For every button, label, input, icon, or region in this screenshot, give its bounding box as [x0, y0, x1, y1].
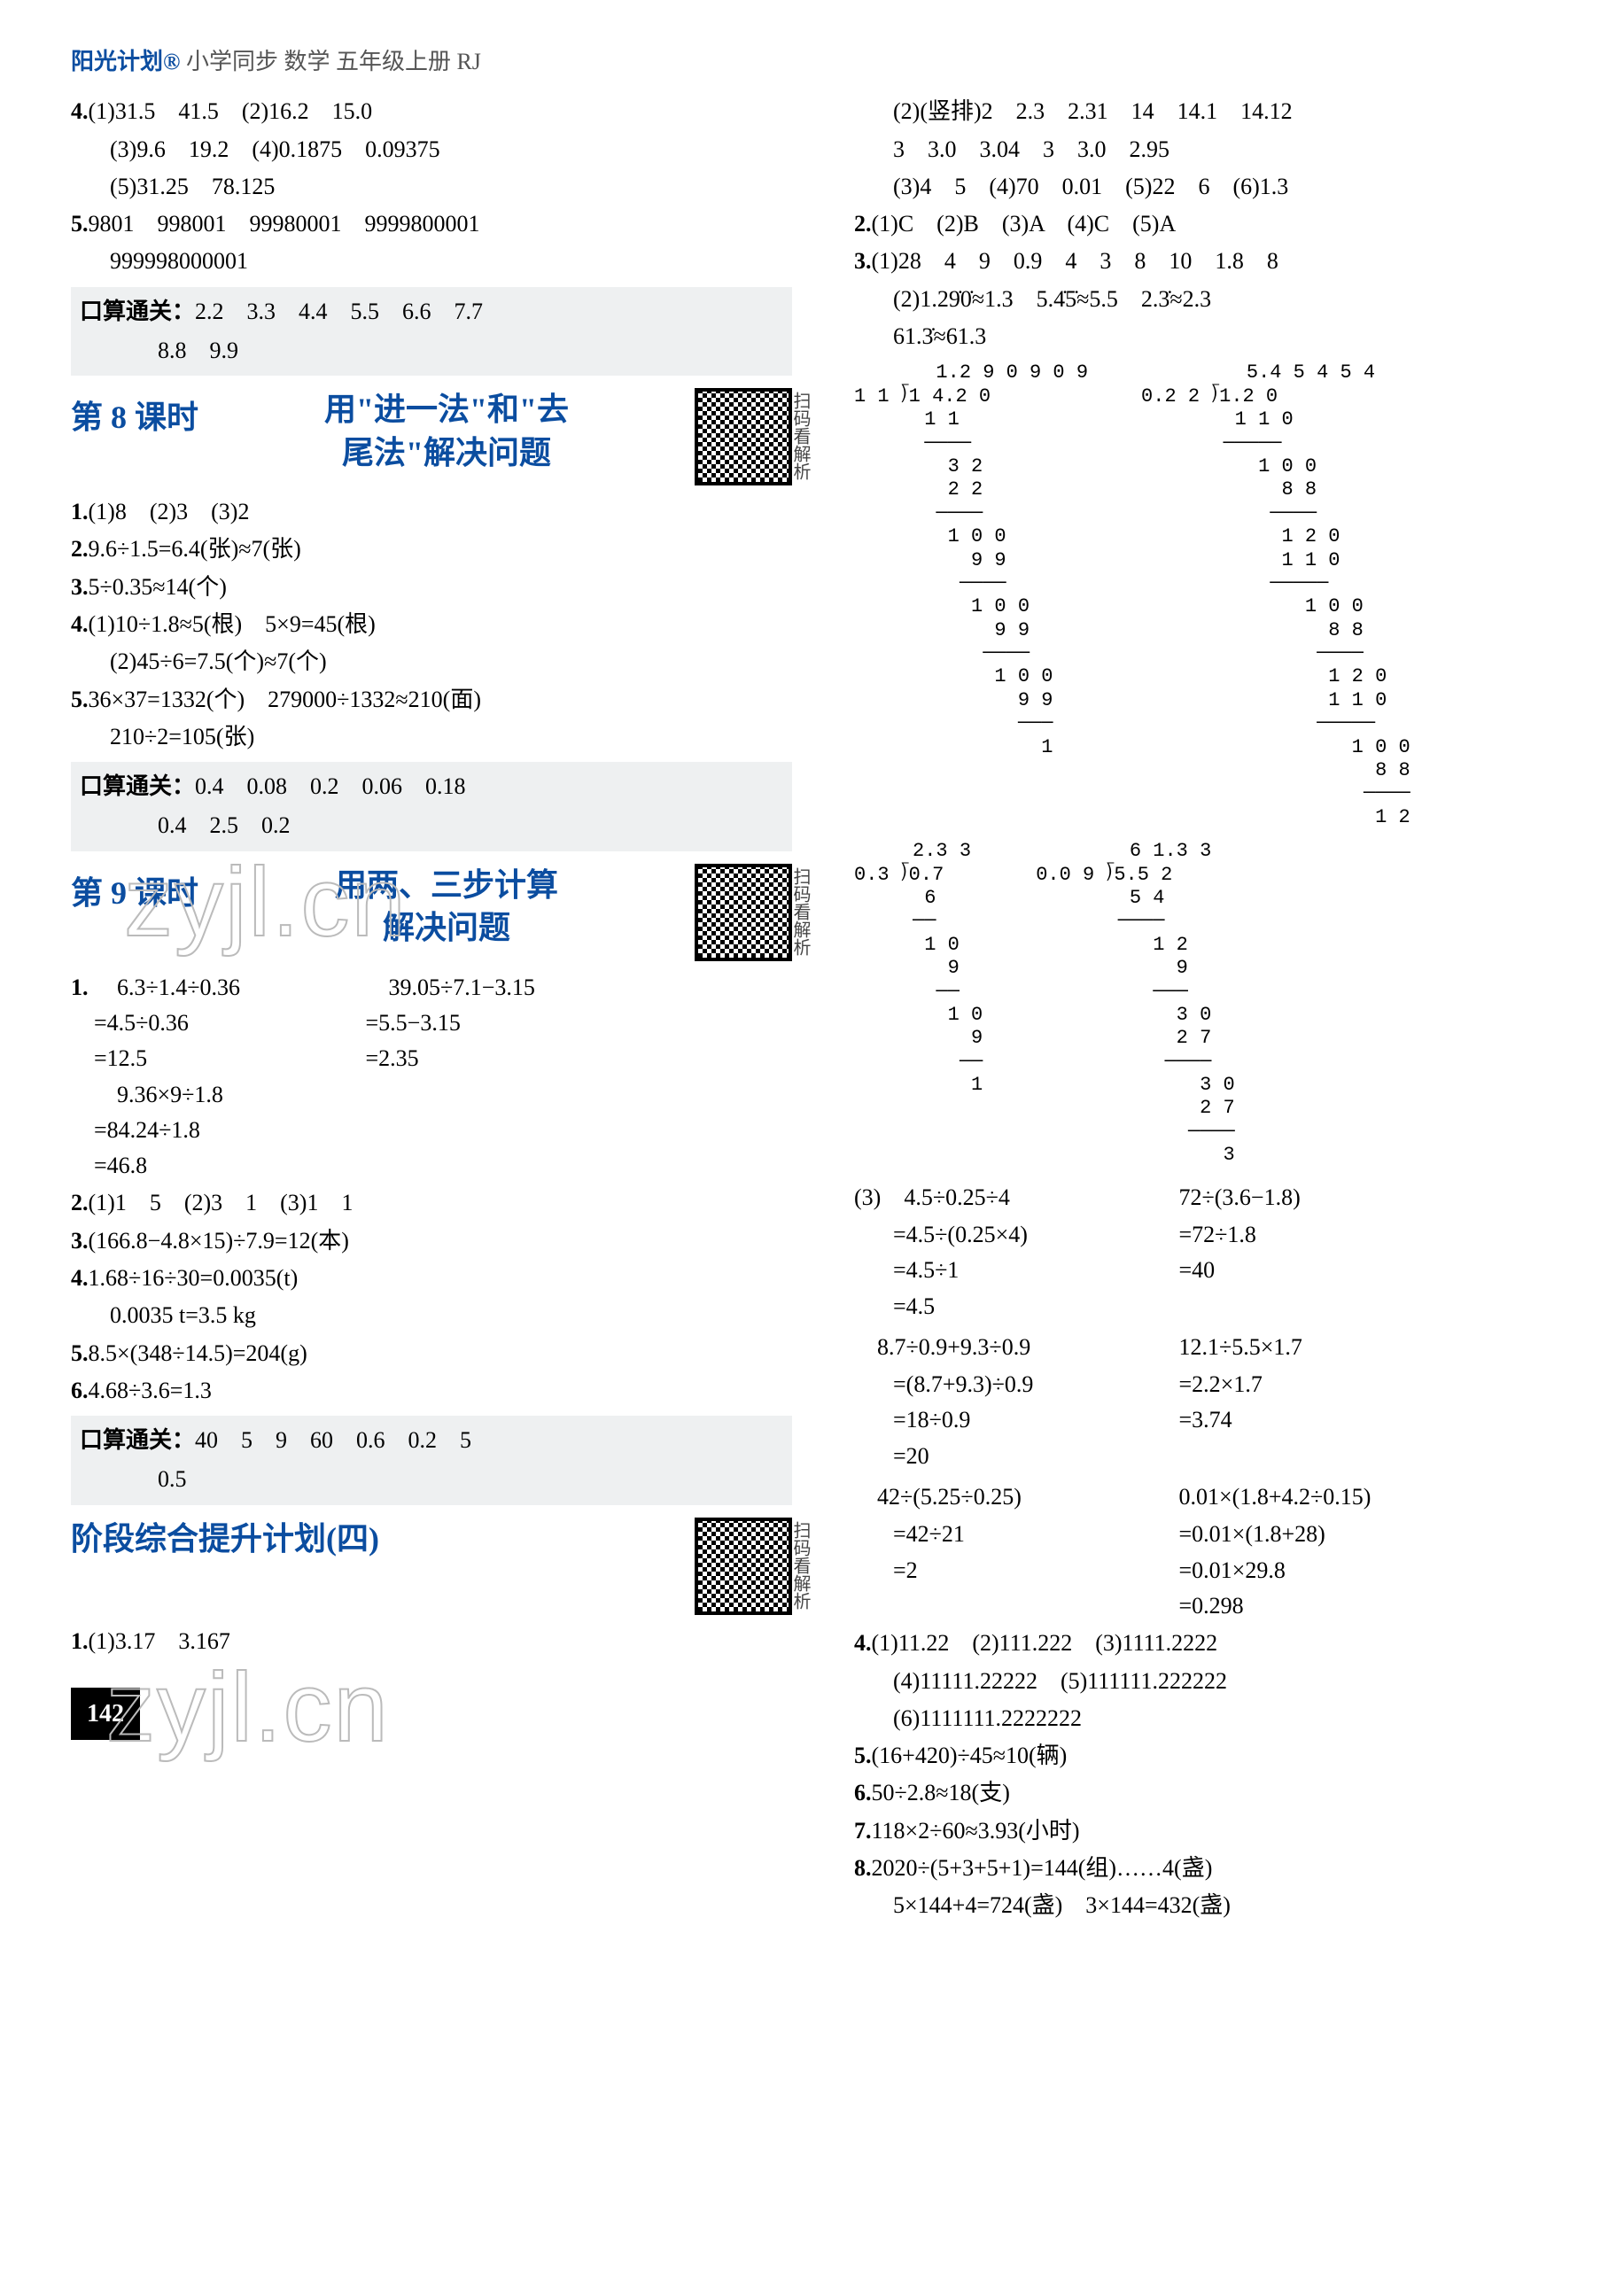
- box2-l2: 0.4 2.5 0.2: [80, 806, 783, 845]
- qr-code-icon[interactable]: [695, 388, 792, 485]
- r3: (3)4 5 (4)70 0.01 (5)22 6 (6)1.3: [854, 169, 1575, 205]
- p3-b: =72÷1.8=40: [1179, 1217, 1256, 1289]
- s8-5-l2: 210÷2=105(张): [71, 719, 792, 755]
- q5-line2: 999998000001: [71, 244, 792, 279]
- s8-4-l1: 4.(1)10÷1.8≈5(根) 5×9=45(根): [71, 607, 792, 642]
- r2: 3 3.0 3.04 3 3.0 2.95: [854, 132, 1575, 167]
- q4-line1: 4.(1)31.5 41.5 (2)16.2 15.0: [71, 94, 792, 129]
- s9-4-l1: 4.1.68÷16÷30=0.0035(t): [71, 1261, 792, 1296]
- rq8-l2: 5×144+4=724(盏) 3×144=432(盏): [854, 1888, 1575, 1923]
- box2-label: 口算通关：: [80, 773, 195, 799]
- s9-4-l2: 0.0035 t=3.5 kg: [71, 1298, 792, 1333]
- page-number: 142: [71, 1688, 140, 1740]
- p3-f: =0.01×(1.8+28)=0.01×29.8=0.298: [1179, 1517, 1325, 1624]
- s9-1-col1: 6.3÷1.4÷0.36=4.5÷0.36=12.5 9.36×9÷1.8=84…: [94, 970, 360, 1184]
- box3-l2: 0.5: [80, 1460, 783, 1499]
- page-header: 阳光计划® 小学同步 数学 五年级上册 RJ: [71, 44, 1575, 80]
- q5-line1: 5.9801 998001 99980001 9999800001: [71, 206, 792, 242]
- q4-line2: (3)9.6 19.2 (4)0.1875 0.09375: [71, 132, 792, 167]
- long-division-row-2: 2.3 3 0.3 ⟌0.7 6 ── 1 0 9 ── 1 0 9 ── 1 …: [854, 835, 1575, 1172]
- s9-2: 2.(1)1 5 (2)3 1 (3)1 1: [71, 1185, 792, 1221]
- qr-code-icon[interactable]: [695, 864, 792, 961]
- s8-4-l2: (2)45÷6=7.5(个)≈7(个): [71, 644, 792, 679]
- rq4-l3: (6)1111111.2222222: [854, 1701, 1575, 1736]
- s9-5: 5.8.5×(348÷14.5)=204(g): [71, 1336, 792, 1371]
- r1: (2)(竖排)2 2.3 2.31 14 14.1 14.12: [854, 94, 1575, 129]
- p3-h3b: 0.01×(1.8+4.2÷0.15): [1179, 1479, 1371, 1515]
- rq3-l2: (2)1.29̇0̇≈1.3 5.4̇5̇≈5.5 2.3̇≈2.3: [854, 282, 1575, 317]
- rq6: 6.50÷2.8≈18(支): [854, 1775, 1575, 1811]
- qr-code-icon[interactable]: [695, 1518, 792, 1615]
- s8-1: 1.(1)8 (2)3 (3)2: [71, 494, 792, 530]
- p3-block: (3) 4.5÷0.25÷4 72÷(3.6−1.8) =4.5÷(0.25×4…: [854, 1180, 1575, 1625]
- box2-l1: 0.4 0.08 0.2 0.06 0.18: [195, 773, 466, 799]
- sect9-no: 第 9 课时: [71, 864, 198, 919]
- section-9-heading: 第 9 课时 用两、三步计算 解决问题: [71, 864, 792, 961]
- rq3-l1: 3.(1)28 4 9 0.9 4 3 8 10 1.8 8: [854, 244, 1575, 279]
- right-column: (2)(竖排)2 2.3 2.31 14 14.1 14.12 3 3.0 3.…: [854, 92, 1575, 1925]
- s9-3: 3.(166.8−4.8×15)÷7.9=12(本): [71, 1223, 792, 1259]
- s9-1: 1. 6.3÷1.4÷0.36=4.5÷0.36=12.5 9.36×9÷1.8…: [71, 970, 792, 1184]
- p3-h3a: 42÷(5.25÷0.25): [854, 1479, 1173, 1515]
- s9-1-col2: 39.05÷7.1−3.15=5.5−3.15=2.35: [366, 970, 535, 1077]
- box1-l1: 2.2 3.3 4.4 5.5 6.6 7.7: [195, 299, 483, 324]
- longdiv-1a: 1.2 9 0 9 0 9 1 1 ⟌1 4.2 0 1 1 ──── 3 2 …: [854, 361, 1088, 829]
- p3-h2b: 12.1÷5.5×1.7: [1179, 1330, 1302, 1365]
- q4-line3: (5)31.25 78.125: [71, 169, 792, 205]
- mental-math-box-1: 口算通关：2.2 3.3 4.4 5.5 6.6 7.7 8.8 9.9: [71, 287, 792, 376]
- s10-1: 1.(1)3.17 3.167: [71, 1624, 792, 1659]
- header-rest: 小学同步 数学 五年级上册 RJ: [186, 49, 481, 74]
- rq3-l3: 61.3̇≈61.3: [854, 319, 1575, 354]
- rq4-l2: (4)11111.22222 (5)111111.222222: [854, 1664, 1575, 1699]
- rq5: 5.(16+420)÷45≈10(辆): [854, 1738, 1575, 1774]
- s9-6: 6.4.68÷3.6=1.3: [71, 1373, 792, 1409]
- box1-l2: 8.8 9.9: [80, 331, 783, 370]
- p3-a: =4.5÷(0.25×4)=4.5÷1=4.5: [854, 1217, 1173, 1324]
- sect9-title2: 解决问题: [383, 910, 510, 945]
- sect9-title1: 用两、三步计算: [335, 867, 558, 903]
- sect8-title2: 尾法"解决问题: [342, 435, 551, 470]
- p3-h2a: 8.7÷0.9+9.3÷0.9: [854, 1330, 1173, 1365]
- longdiv-1b: 5.4 5 4 5 4 0.2 2 ⟌1.2 0 1 1 0 ───── 1 0…: [1141, 361, 1410, 829]
- s8-5-l1: 5.36×37=1332(个) 279000÷1332≈210(面): [71, 682, 792, 718]
- section-review-heading: 阶段综合提升计划(四): [71, 1518, 792, 1615]
- mental-math-box-2: 口算通关：0.4 0.08 0.2 0.06 0.18 0.4 2.5 0.2: [71, 762, 792, 850]
- rq4-l1: 4.(1)11.22 (2)111.222 (3)1111.2222: [854, 1626, 1575, 1661]
- section-8-heading: 第 8 课时 用"进一法"和"去 尾法"解决问题: [71, 388, 792, 485]
- sect10-title: 阶段综合提升计划(四): [71, 1518, 679, 1561]
- rq2: 2.(1)C (2)B (3)A (4)C (5)A: [854, 206, 1575, 242]
- rq8-l1: 8.2020÷(5+3+5+1)=144(组)……4(盏): [854, 1851, 1575, 1886]
- p3-h1a: (3) 4.5÷0.25÷4: [854, 1180, 1173, 1215]
- box3-label: 口算通关：: [80, 1427, 195, 1453]
- s8-3: 3.5÷0.35≈14(个): [71, 570, 792, 605]
- left-column: 4.(1)31.5 41.5 (2)16.2 15.0 (3)9.6 19.2 …: [71, 92, 792, 1925]
- box1-label: 口算通关：: [80, 299, 195, 324]
- box3-l1: 40 5 9 60 0.6 0.2 5: [195, 1427, 471, 1453]
- two-column-layout: 4.(1)31.5 41.5 (2)16.2 15.0 (3)9.6 19.2 …: [71, 92, 1575, 1925]
- sect8-no: 第 8 课时: [71, 388, 198, 443]
- rq7: 7.118×2÷60≈3.93(小时): [854, 1813, 1575, 1849]
- p3-d: =2.2×1.7=3.74: [1179, 1367, 1263, 1439]
- s8-2: 2.9.6÷1.5=6.4(张)≈7(张): [71, 532, 792, 567]
- brand: 阳光计划®: [71, 49, 180, 74]
- longdiv-2b: 6 1.3 3 0.0 9 ⟌5.5 2 5 4 ──── 1 2 9 ─── …: [1036, 840, 1234, 1167]
- longdiv-2a: 2.3 3 0.3 ⟌0.7 6 ── 1 0 9 ── 1 0 9 ── 1: [854, 840, 983, 1167]
- sect8-title1: 用"进一法"和"去: [324, 392, 569, 427]
- p3-e: =42÷21=2: [854, 1517, 1173, 1588]
- p3-h1b: 72÷(3.6−1.8): [1179, 1180, 1301, 1215]
- long-division-row-1: 1.2 9 0 9 0 9 1 1 ⟌1 4.2 0 1 1 ──── 3 2 …: [854, 356, 1575, 835]
- mental-math-box-3: 口算通关：40 5 9 60 0.6 0.2 5 0.5: [71, 1416, 792, 1504]
- p3-c: =(8.7+9.3)÷0.9=18÷0.9=20: [854, 1367, 1173, 1474]
